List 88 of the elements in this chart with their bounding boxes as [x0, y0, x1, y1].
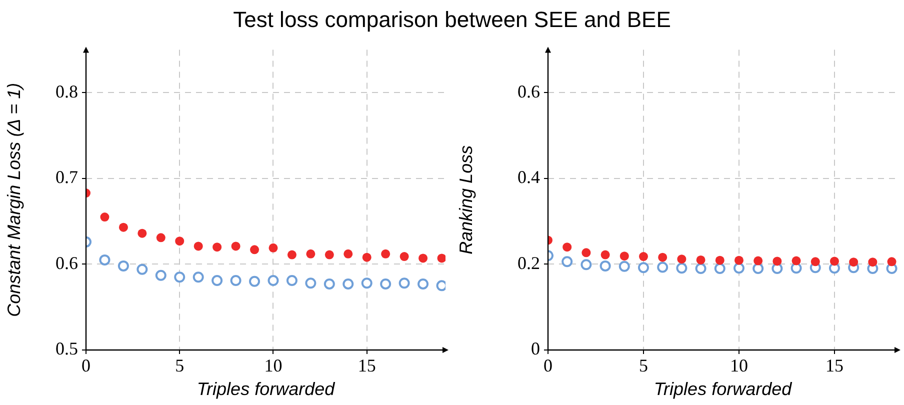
chart-title: Test loss comparison between SEE and BEE	[232, 6, 672, 34]
y-tick-label: 0.8	[56, 81, 78, 102]
y-tick-label: 0.6	[56, 252, 78, 273]
point	[437, 254, 446, 263]
point	[418, 278, 429, 290]
y-tick-label: 0.4	[518, 167, 540, 188]
y-tick-label: 0.6	[518, 81, 540, 102]
point	[118, 222, 128, 232]
point	[398, 278, 410, 289]
point	[100, 212, 110, 222]
point	[342, 278, 354, 290]
point	[287, 250, 296, 260]
point	[136, 264, 148, 275]
x-tick-label: 5	[175, 356, 184, 376]
y-axis-title: Ranking Loss	[456, 145, 476, 254]
point	[99, 254, 110, 266]
point	[418, 254, 428, 263]
point	[156, 233, 166, 242]
point	[638, 262, 649, 274]
point	[715, 256, 724, 265]
point	[562, 242, 572, 252]
point	[324, 278, 335, 290]
point	[600, 250, 610, 260]
point	[250, 245, 260, 254]
point	[620, 252, 629, 261]
point	[231, 242, 240, 251]
point	[580, 259, 592, 270]
point	[600, 260, 611, 272]
point	[361, 278, 372, 289]
point	[305, 278, 316, 289]
point	[752, 263, 764, 274]
y-axis-title: Constant Margin Loss (Δ = 1)	[4, 82, 24, 317]
point	[192, 272, 204, 283]
point	[849, 258, 858, 267]
point	[772, 263, 783, 274]
y-tick-label: 0	[531, 338, 540, 359]
point	[676, 262, 688, 274]
point	[887, 257, 896, 266]
point	[344, 249, 353, 258]
x-tick-label: 5	[638, 356, 648, 376]
point	[562, 256, 573, 268]
y-tick-label: 0.7	[56, 167, 78, 188]
point	[155, 270, 166, 281]
point	[400, 252, 409, 262]
x-tick-label: 15	[358, 356, 376, 376]
point	[381, 249, 390, 258]
point	[118, 260, 129, 272]
x-tick-label: 15	[825, 356, 844, 376]
point	[677, 254, 686, 264]
point	[618, 260, 630, 272]
point	[212, 275, 223, 286]
point	[174, 272, 186, 283]
point	[734, 256, 744, 265]
point	[175, 236, 184, 246]
x-axis-title: Triples forwarded	[196, 379, 336, 400]
point	[772, 256, 782, 266]
y-tick-label: 0.5	[56, 338, 78, 359]
point	[733, 262, 744, 274]
point	[810, 257, 820, 266]
point	[138, 228, 147, 238]
point	[380, 278, 392, 290]
point	[714, 263, 726, 274]
point	[754, 256, 763, 266]
point	[306, 249, 316, 258]
point	[249, 276, 260, 287]
x-tick-label: 0	[82, 356, 90, 376]
point	[696, 255, 706, 264]
x-tick-label: 10	[730, 356, 748, 376]
point	[268, 243, 278, 252]
point	[638, 252, 648, 262]
point	[582, 248, 591, 258]
point	[695, 263, 706, 274]
point	[324, 250, 334, 260]
point	[194, 242, 203, 251]
point	[230, 275, 242, 286]
point	[362, 252, 372, 262]
x-axis-title: Triples forwarded	[654, 379, 793, 400]
point	[658, 252, 668, 262]
point	[212, 242, 222, 252]
x-tick-label: 10	[264, 356, 282, 376]
x-tick-label: 0	[544, 356, 552, 376]
point	[792, 256, 801, 266]
point	[830, 256, 839, 266]
y-tick-label: 0.2	[518, 252, 540, 273]
point	[868, 258, 878, 267]
point	[268, 275, 279, 286]
point	[286, 275, 298, 286]
point	[657, 262, 668, 273]
